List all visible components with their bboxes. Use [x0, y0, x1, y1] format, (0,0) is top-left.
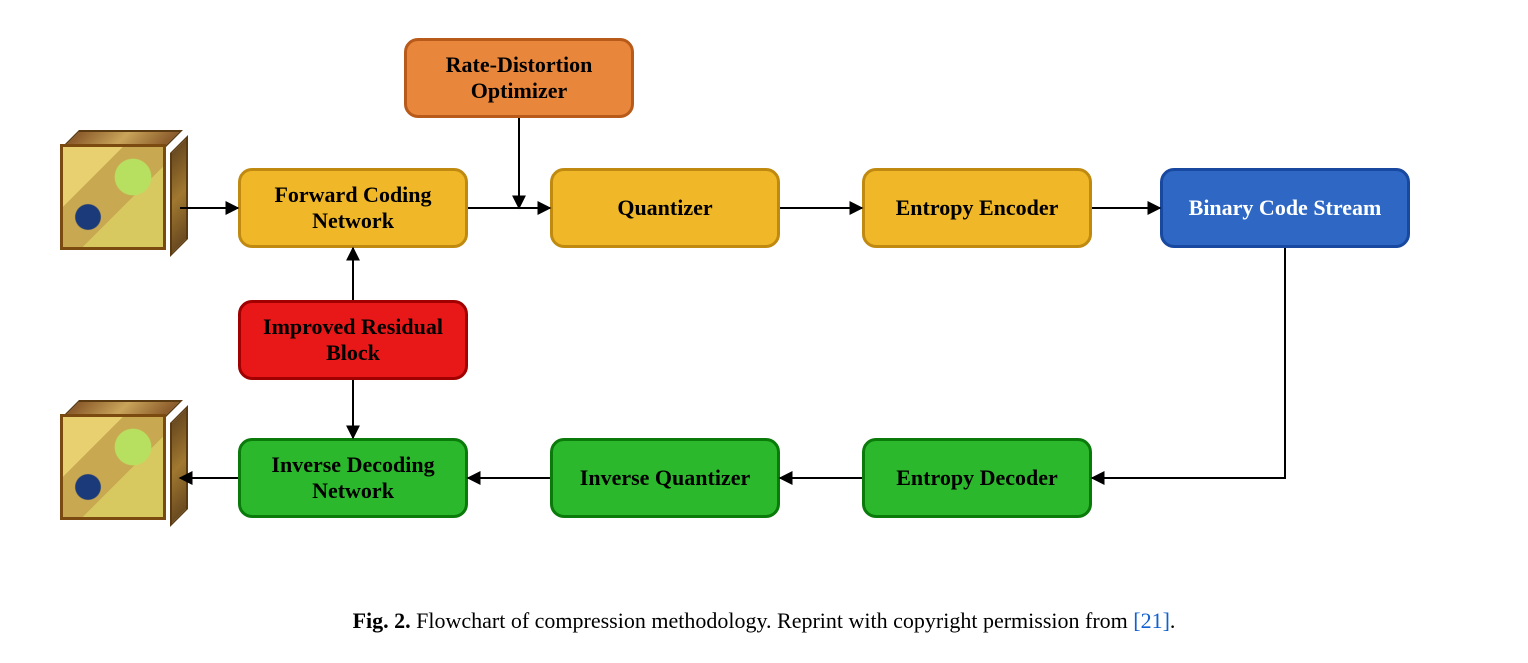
node-label: Entropy Encoder [896, 195, 1059, 221]
binary-code-stream-node: Binary Code Stream [1160, 168, 1410, 248]
edge [1092, 248, 1285, 478]
node-label: Inverse DecodingNetwork [271, 452, 434, 505]
inverse-quantizer-node: Inverse Quantizer [550, 438, 780, 518]
output-image-cube [60, 408, 180, 528]
node-label: Binary Code Stream [1189, 195, 1382, 221]
quantizer-node: Quantizer [550, 168, 780, 248]
flowchart-canvas: Rate-DistortionOptimizer Forward CodingN… [20, 20, 1508, 643]
node-label: Inverse Quantizer [580, 465, 750, 491]
node-label: Entropy Decoder [896, 465, 1058, 491]
caption-text: Flowchart of compression methodology. Re… [416, 608, 1133, 633]
figure-caption: Fig. 2. Flowchart of compression methodo… [20, 608, 1508, 634]
improved-residual-block-node: Improved ResidualBlock [238, 300, 468, 380]
entropy-decoder-node: Entropy Decoder [862, 438, 1092, 518]
forward-coding-network-node: Forward CodingNetwork [238, 168, 468, 248]
caption-prefix: Fig. 2. [353, 608, 411, 633]
rate-distortion-optimizer-node: Rate-DistortionOptimizer [404, 38, 634, 118]
caption-suffix: . [1170, 608, 1176, 633]
inverse-decoding-network-node: Inverse DecodingNetwork [238, 438, 468, 518]
node-label: Rate-DistortionOptimizer [446, 52, 593, 105]
input-image-cube [60, 138, 180, 258]
entropy-encoder-node: Entropy Encoder [862, 168, 1092, 248]
node-label: Quantizer [617, 195, 712, 221]
caption-reference: [21] [1133, 608, 1170, 633]
node-label: Improved ResidualBlock [263, 314, 443, 367]
node-label: Forward CodingNetwork [274, 182, 431, 235]
